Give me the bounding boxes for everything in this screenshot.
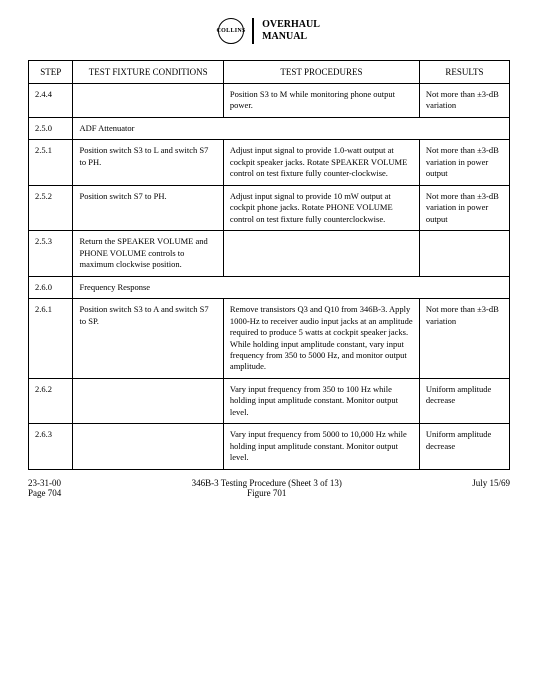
procedures-cell bbox=[223, 231, 419, 276]
procedures-cell: Adjust input signal to provide 1.0-watt … bbox=[223, 140, 419, 185]
procedure-table: STEP TEST FIXTURE CONDITIONS TEST PROCED… bbox=[28, 60, 510, 470]
table-row: 2.6.3 Vary input frequency from 5000 to 1… bbox=[29, 424, 510, 469]
footer-doc-number: 23-31-00 bbox=[28, 478, 61, 488]
step-cell: 2.6.3 bbox=[29, 424, 73, 469]
footer-date: July 15/69 bbox=[472, 478, 510, 498]
procedures-cell: Vary input frequency from 350 to 100 Hz … bbox=[223, 378, 419, 423]
table-header-row: STEP TEST FIXTURE CONDITIONS TEST PROCED… bbox=[29, 61, 510, 84]
col-results-header: RESULTS bbox=[419, 61, 509, 84]
table-row: 2.6.1Position switch S3 to A and switch … bbox=[29, 299, 510, 379]
results-cell bbox=[419, 231, 509, 276]
footer-center: 346B-3 Testing Procedure (Sheet 3 of 13)… bbox=[192, 478, 342, 498]
results-cell: Not more than ±3-dB variation bbox=[419, 84, 509, 118]
header-title: OVERHAUL MANUAL bbox=[262, 19, 320, 43]
header-title-line1: OVERHAUL bbox=[262, 19, 320, 31]
step-cell: 2.5.2 bbox=[29, 185, 73, 230]
step-cell: 2.4.4 bbox=[29, 84, 73, 118]
step-cell: 2.6.0 bbox=[29, 276, 73, 298]
logo-wrap: COLLINS bbox=[218, 18, 254, 44]
collins-logo: COLLINS bbox=[218, 18, 244, 44]
page-footer: 23-31-00 Page 704 346B-3 Testing Procedu… bbox=[28, 478, 510, 498]
table-row: 2.5.2Position switch S7 to PH.Adjust inp… bbox=[29, 185, 510, 230]
results-cell: Not more than ±3-dB variation in power o… bbox=[419, 140, 509, 185]
results-cell: Uniform amplitude decrease bbox=[419, 378, 509, 423]
logo-text: COLLINS bbox=[217, 28, 246, 34]
results-cell: Not more than ±3-dB variation bbox=[419, 299, 509, 379]
procedures-cell: Adjust input signal to provide 10 mW out… bbox=[223, 185, 419, 230]
col-step-header: STEP bbox=[29, 61, 73, 84]
results-cell: Uniform amplitude decrease bbox=[419, 424, 509, 469]
col-procedures-header: TEST PROCEDURES bbox=[223, 61, 419, 84]
footer-figure-number: Figure 701 bbox=[192, 488, 342, 498]
step-cell: 2.5.3 bbox=[29, 231, 73, 276]
header-title-line2: MANUAL bbox=[262, 31, 320, 43]
table-row: 2.4.4 Position S3 to M while monitoring p… bbox=[29, 84, 510, 118]
step-cell: 2.6.1 bbox=[29, 299, 73, 379]
section-label-cell: ADF Attenuator bbox=[73, 117, 510, 139]
procedures-cell: Position S3 to M while monitoring phone … bbox=[223, 84, 419, 118]
table-row: 2.5.3Return the SPEAKER VOLUME and PHONE… bbox=[29, 231, 510, 276]
step-cell: 2.6.2 bbox=[29, 378, 73, 423]
conditions-cell: Position switch S3 to A and switch S7 to… bbox=[73, 299, 223, 379]
conditions-cell bbox=[73, 378, 223, 423]
procedures-cell: Remove transistors Q3 and Q10 from 346B-… bbox=[223, 299, 419, 379]
conditions-cell: Position switch S3 to L and switch S7 to… bbox=[73, 140, 223, 185]
table-row: 2.5.1Position switch S3 to L and switch … bbox=[29, 140, 510, 185]
step-cell: 2.5.0 bbox=[29, 117, 73, 139]
page-header: COLLINS OVERHAUL MANUAL bbox=[28, 18, 510, 44]
footer-left: 23-31-00 Page 704 bbox=[28, 478, 61, 498]
procedures-cell: Vary input frequency from 5000 to 10,000… bbox=[223, 424, 419, 469]
table-row: 2.6.2 Vary input frequency from 350 to 10… bbox=[29, 378, 510, 423]
conditions-cell bbox=[73, 84, 223, 118]
col-conditions-header: TEST FIXTURE CONDITIONS bbox=[73, 61, 223, 84]
conditions-cell: Return the SPEAKER VOLUME and PHONE VOLU… bbox=[73, 231, 223, 276]
step-cell: 2.5.1 bbox=[29, 140, 73, 185]
footer-figure-title: 346B-3 Testing Procedure (Sheet 3 of 13) bbox=[192, 478, 342, 488]
results-cell: Not more than ±3-dB variation in power o… bbox=[419, 185, 509, 230]
section-label-cell: Frequency Response bbox=[73, 276, 510, 298]
conditions-cell: Position switch S7 to PH. bbox=[73, 185, 223, 230]
conditions-cell bbox=[73, 424, 223, 469]
table-row: 2.6.0Frequency Response bbox=[29, 276, 510, 298]
table-row: 2.5.0ADF Attenuator bbox=[29, 117, 510, 139]
footer-page-number: Page 704 bbox=[28, 488, 61, 498]
